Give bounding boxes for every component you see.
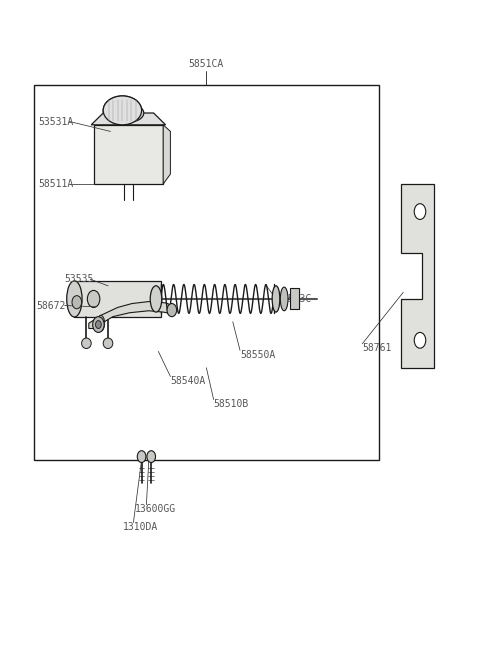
Text: 58761: 58761 — [362, 343, 392, 353]
Ellipse shape — [150, 286, 162, 312]
Bar — [34, 85, 379, 460]
Ellipse shape — [280, 287, 288, 311]
Ellipse shape — [72, 296, 82, 309]
Bar — [290, 288, 299, 309]
Text: 58511A: 58511A — [38, 179, 73, 189]
Polygon shape — [91, 113, 166, 125]
Bar — [74, 281, 161, 317]
Ellipse shape — [97, 315, 105, 331]
Ellipse shape — [87, 290, 100, 307]
Ellipse shape — [103, 338, 113, 348]
Text: 53531A: 53531A — [38, 116, 73, 127]
Ellipse shape — [96, 321, 101, 328]
Ellipse shape — [147, 451, 156, 463]
Polygon shape — [163, 125, 170, 184]
Ellipse shape — [272, 286, 280, 312]
Bar — [94, 125, 163, 184]
Ellipse shape — [93, 317, 104, 332]
Ellipse shape — [103, 96, 142, 125]
Text: 5851CA: 5851CA — [189, 59, 224, 69]
Ellipse shape — [137, 451, 146, 463]
Text: 58510B: 58510B — [214, 399, 249, 409]
Text: 58523C: 58523C — [276, 294, 311, 304]
Text: 58672: 58672 — [36, 300, 65, 311]
Ellipse shape — [82, 338, 91, 348]
Text: 1310DA: 1310DA — [122, 522, 157, 532]
Polygon shape — [401, 184, 434, 368]
Text: 13600GG: 13600GG — [134, 504, 176, 514]
Ellipse shape — [67, 281, 82, 317]
Ellipse shape — [113, 104, 144, 122]
Ellipse shape — [414, 332, 426, 348]
Ellipse shape — [414, 204, 426, 219]
Polygon shape — [89, 302, 175, 328]
Text: 58550A: 58550A — [240, 350, 275, 360]
Text: 53535: 53535 — [65, 274, 94, 284]
Ellipse shape — [167, 304, 177, 317]
Ellipse shape — [103, 96, 142, 125]
Text: 58540A: 58540A — [170, 376, 205, 386]
